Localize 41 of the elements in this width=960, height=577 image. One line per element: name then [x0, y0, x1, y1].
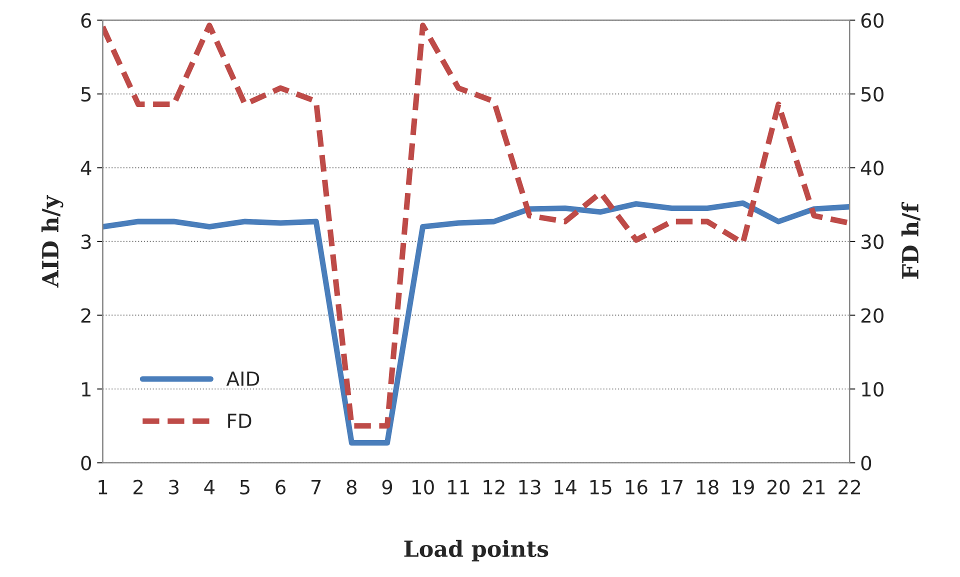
x-tick-label: 2: [134, 480, 143, 494]
x-tick-label: 15: [590, 480, 612, 494]
x-tick-label: 8: [346, 480, 357, 494]
x-tick-label: 10: [412, 480, 434, 494]
y2-axis-title: FD h/f: [901, 202, 920, 279]
y2-tick-label: 40: [860, 160, 884, 176]
x-tick-label: 7: [312, 480, 321, 494]
x-tick-label: 18: [697, 480, 718, 494]
y-tick-label: 1: [82, 382, 91, 396]
x-tick-label: 5: [240, 480, 250, 494]
y-tick-label: 4: [80, 160, 92, 176]
y-tick-label: 3: [81, 234, 91, 250]
y-tick-label: 0: [81, 456, 92, 470]
x-tick-label: 4: [204, 480, 215, 494]
x-tick-label: 17: [662, 480, 682, 494]
x-tick-label: 22: [838, 480, 860, 494]
legend-label: AID: [226, 372, 260, 386]
y2-tick-label: 20: [861, 308, 884, 323]
y-tick-label: 5: [81, 87, 91, 102]
y2-tick-label: 60: [861, 13, 884, 28]
x-tick-label: 13: [519, 480, 540, 494]
x-tick-label: 6: [276, 480, 286, 494]
y2-tick-label: 50: [862, 86, 884, 102]
y-tick-label: 6: [81, 13, 92, 28]
x-tick-label: 3: [169, 480, 178, 494]
legend-label: FD: [228, 414, 252, 428]
x-tick-label: 9: [382, 480, 392, 494]
x-tick-label: 16: [626, 480, 648, 494]
x-tick-label: 21: [803, 480, 825, 494]
y-tick-label: 2: [81, 308, 90, 323]
y-axis-title: AID h/y: [41, 195, 64, 288]
x-tick-label: 19: [732, 480, 754, 494]
x-tick-label: 20: [768, 480, 790, 494]
x-tick-label: 1: [98, 480, 108, 494]
x-tick-label: 12: [484, 480, 504, 494]
y2-tick-label: 10: [862, 382, 884, 397]
x-tick-label: 11: [448, 480, 469, 494]
y2-tick-label: 30: [862, 234, 884, 250]
y2-tick-label: 0: [861, 456, 872, 470]
x-axis-title: Load points: [404, 540, 548, 562]
x-tick-label: 14: [554, 480, 576, 494]
